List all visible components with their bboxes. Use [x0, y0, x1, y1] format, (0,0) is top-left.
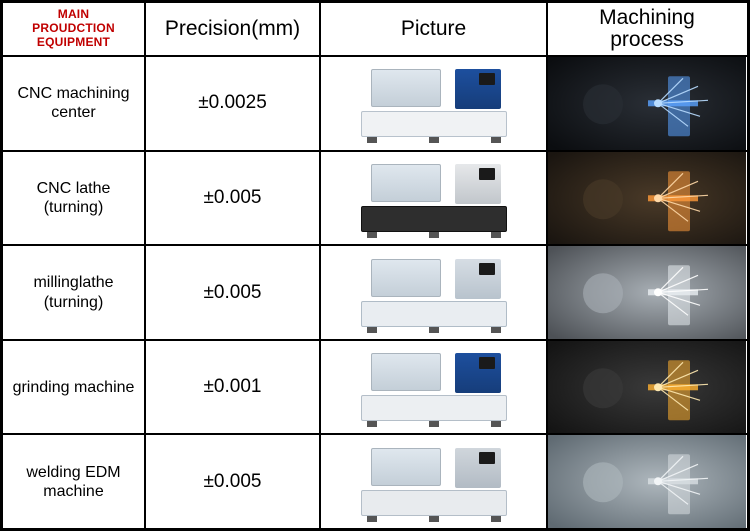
precision-value: ±0.005 [204, 471, 262, 493]
picture-cell [321, 435, 548, 528]
table-row: grinding machine ±0.001 [3, 341, 747, 436]
process-illustration [548, 246, 746, 339]
table-header-row: MAINPROUDCTIONEQUIPMENT Precision(mm) Pi… [3, 3, 747, 57]
precision-value: ±0.0025 [198, 92, 267, 114]
table-row: millinglathe (turning) ±0.005 [3, 246, 747, 341]
table-row: CNC lathe (turning) ±0.005 [3, 152, 747, 247]
precision-cell: ±0.0025 [146, 57, 321, 150]
equipment-name-cell: millinglathe (turning) [3, 246, 146, 339]
equipment-name-cell: CNC lathe (turning) [3, 152, 146, 245]
process-cell [548, 152, 746, 245]
picture-cell [321, 246, 548, 339]
header-process-label: Machiningprocess [599, 7, 695, 51]
table-row: CNC machining center ±0.0025 [3, 57, 747, 152]
picture-cell [321, 57, 548, 150]
header-equipment: MAINPROUDCTIONEQUIPMENT [3, 3, 146, 55]
process-illustration [548, 152, 746, 245]
machine-illustration [349, 253, 519, 333]
precision-cell: ±0.005 [146, 152, 321, 245]
picture-cell [321, 152, 548, 245]
picture-cell [321, 341, 548, 434]
equipment-name-cell: grinding machine [3, 341, 146, 434]
equipment-name: CNC machining center [9, 84, 138, 122]
machine-illustration [349, 63, 519, 143]
process-illustration [548, 57, 746, 150]
precision-value: ±0.001 [204, 376, 262, 398]
precision-cell: ±0.001 [146, 341, 321, 434]
precision-value: ±0.005 [204, 282, 262, 304]
header-equipment-label: MAINPROUDCTIONEQUIPMENT [32, 8, 115, 49]
equipment-name: welding EDM machine [9, 463, 138, 501]
machine-illustration [349, 347, 519, 427]
process-cell [548, 435, 746, 528]
header-precision: Precision(mm) [146, 3, 321, 55]
equipment-name: CNC lathe (turning) [9, 179, 138, 217]
equipment-table: MAINPROUDCTIONEQUIPMENT Precision(mm) Pi… [0, 0, 750, 531]
precision-cell: ±0.005 [146, 435, 321, 528]
process-illustration [548, 435, 746, 528]
table-row: welding EDM machine ±0.005 [3, 435, 747, 528]
header-picture: Picture [321, 3, 548, 55]
equipment-name-cell: welding EDM machine [3, 435, 146, 528]
precision-value: ±0.005 [204, 187, 262, 209]
machine-illustration [349, 442, 519, 522]
equipment-name: millinglathe (turning) [9, 273, 138, 311]
equipment-name-cell: CNC machining center [3, 57, 146, 150]
equipment-name: grinding machine [13, 378, 135, 397]
process-cell [548, 246, 746, 339]
machine-illustration [349, 158, 519, 238]
precision-cell: ±0.005 [146, 246, 321, 339]
process-cell [548, 57, 746, 150]
process-cell [548, 341, 746, 434]
header-precision-label: Precision(mm) [165, 18, 300, 40]
header-process: Machiningprocess [548, 3, 746, 55]
header-picture-label: Picture [401, 18, 466, 40]
process-illustration [548, 341, 746, 434]
